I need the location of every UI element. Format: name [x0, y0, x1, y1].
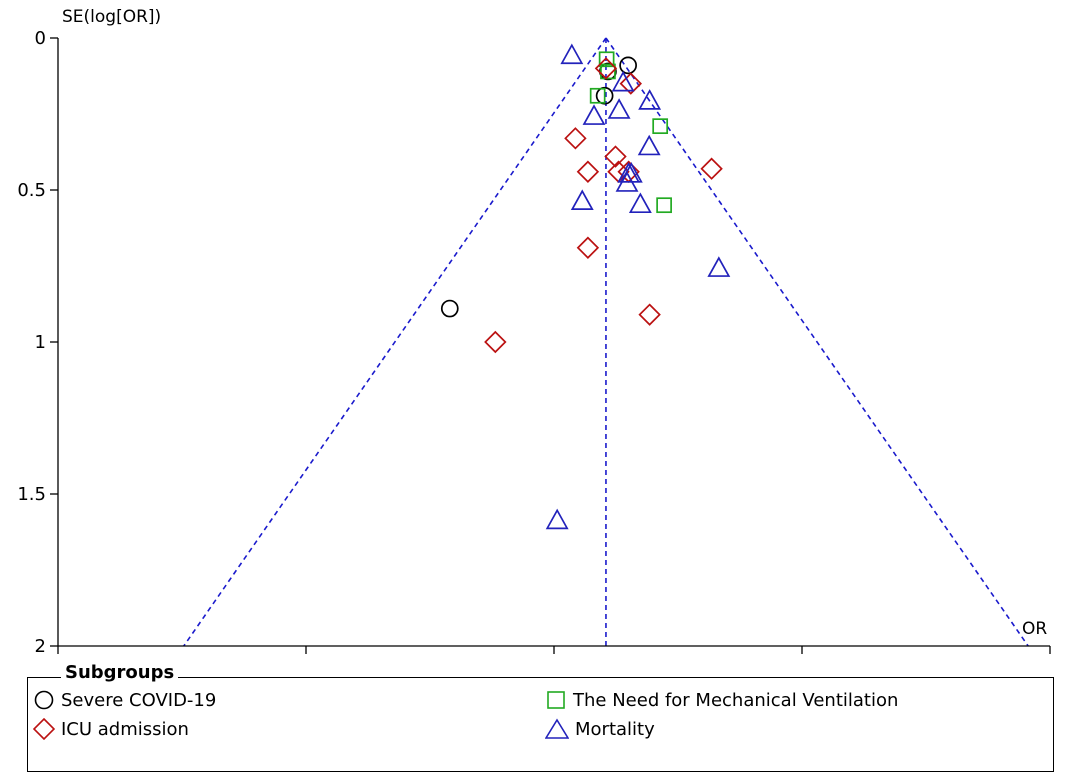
diamond-point	[619, 72, 642, 95]
triangle-icon	[545, 718, 569, 739]
y-tick-label: 0.5	[17, 180, 46, 201]
x-axis-label: OR	[1022, 619, 1047, 639]
legend-box	[27, 677, 1054, 772]
diamond-point	[564, 127, 587, 150]
legend-label-severe: Severe COVID-19	[61, 689, 217, 711]
legend-label-mortality: Mortality	[575, 718, 655, 740]
square-point	[589, 87, 606, 104]
diamond-point	[594, 57, 618, 80]
circle-point	[440, 299, 459, 318]
x-tick-label: 10	[791, 657, 814, 660]
triangle-point	[628, 192, 652, 214]
triangle-point	[707, 256, 731, 277]
x-tick-label: 1	[548, 657, 559, 660]
triangle-point	[582, 104, 606, 125]
funnel-plot: 0.01 0.1 1 10 100 0 0.5 1 1.5 2 SE(log[OR]) OR	[17, 7, 1067, 660]
legend-label-ventilation: The Need for Mechanical Ventilation	[573, 689, 899, 711]
funnel-lines	[183, 37, 1029, 647]
legend-item-ventilation: The Need for Mechanical Ventilation	[545, 687, 898, 713]
square-icon	[547, 691, 565, 709]
diamond-point	[576, 236, 600, 259]
diamond-point	[700, 157, 723, 180]
y-axis-label: SE(log[OR])	[62, 7, 161, 27]
diamond-point	[638, 303, 661, 326]
legend-item-severe: Severe COVID-19	[33, 687, 216, 713]
diamond-point	[484, 330, 507, 354]
y-tick-label: 0	[35, 28, 46, 49]
funnel-right-limit	[605, 37, 1029, 647]
triangle-point	[607, 98, 631, 119]
diamond-icon	[33, 718, 55, 740]
y-tick-label: 2	[35, 636, 46, 657]
circle-point	[595, 86, 614, 105]
y-tick-label: 1.5	[17, 484, 46, 505]
funnel-left-limit	[183, 37, 607, 647]
axes	[57, 38, 1050, 647]
triangle-point	[637, 134, 661, 156]
data-points	[440, 43, 731, 530]
circle-icon	[34, 690, 54, 710]
square-point	[656, 197, 672, 214]
triangle-point	[638, 89, 662, 110]
triangle-point	[545, 508, 569, 530]
x-tick-label: 0.01	[38, 657, 78, 660]
triangle-point	[560, 43, 584, 65]
diamond-point	[576, 160, 600, 183]
triangle-point	[570, 189, 594, 211]
x-tick-label: 0.1	[292, 657, 321, 660]
square-point	[598, 51, 615, 68]
circle-point	[619, 56, 637, 75]
triangle-point	[611, 70, 635, 92]
triangle-point	[615, 171, 639, 192]
legend-title: Subgroups	[61, 662, 179, 684]
legend-item-mortality: Mortality	[545, 716, 655, 742]
square-point	[600, 63, 616, 80]
legend-item-icu: ICU admission	[33, 716, 189, 742]
diamond-point	[604, 145, 627, 168]
square-point	[652, 118, 669, 135]
tick-marks: 0.01 0.1 1 10 100 0 0.5 1 1.5 2	[17, 28, 1067, 660]
legend-label-icu: ICU admission	[61, 718, 189, 740]
y-tick-label: 1	[35, 332, 46, 353]
x-tick-label: 100	[1033, 657, 1067, 660]
